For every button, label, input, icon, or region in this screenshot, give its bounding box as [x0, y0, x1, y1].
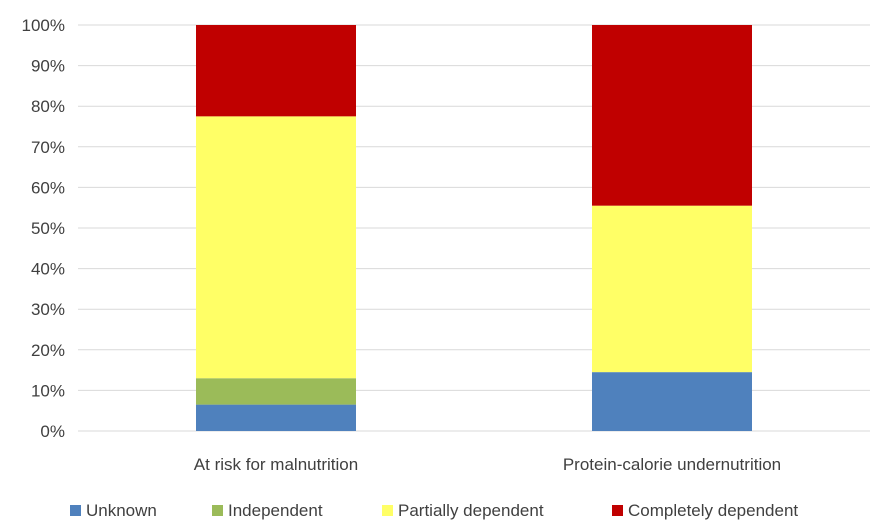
bar-segment-completely-dependent	[592, 25, 752, 206]
x-axis-categories: At risk for malnutrition Protein-calorie …	[194, 455, 781, 474]
y-tick-label: 100%	[22, 16, 65, 35]
legend-item: Independent	[212, 501, 323, 520]
legend-item: Completely dependent	[612, 501, 798, 520]
y-tick-label: 80%	[31, 97, 65, 116]
bar-segment-unknown	[196, 404, 356, 431]
legend-swatch	[70, 505, 81, 516]
bar-segment-independent	[196, 378, 356, 405]
y-tick-label: 0%	[40, 422, 65, 441]
bar-segment-partially-dependent	[592, 205, 752, 373]
y-tick-label: 30%	[31, 300, 65, 319]
legend-swatch	[382, 505, 393, 516]
legend-swatch	[612, 505, 623, 516]
y-axis-ticks: 0% 10% 20% 30% 40% 50% 60% 70% 80% 90% 100%	[22, 16, 65, 441]
y-tick-label: 20%	[31, 341, 65, 360]
legend-item: Partially dependent	[382, 501, 544, 520]
legend-label: Completely dependent	[628, 501, 798, 520]
y-tick-label: 70%	[31, 138, 65, 157]
bar-segment-completely-dependent	[196, 25, 356, 117]
y-tick-label: 40%	[31, 260, 65, 279]
legend: Unknown Independent Partially dependent Com…	[70, 501, 798, 520]
legend-swatch	[212, 505, 223, 516]
legend-label: Independent	[228, 501, 323, 520]
x-category-label: Protein-calorie undernutrition	[563, 455, 781, 474]
y-tick-label: 60%	[31, 178, 65, 197]
y-tick-label: 50%	[31, 219, 65, 238]
bar-segment-unknown	[592, 372, 752, 431]
legend-item: Unknown	[70, 501, 157, 520]
bar-segment-partially-dependent	[196, 116, 356, 379]
bars	[196, 25, 752, 431]
legend-label: Partially dependent	[398, 501, 544, 520]
y-tick-label: 10%	[31, 381, 65, 400]
x-category-label: At risk for malnutrition	[194, 455, 358, 474]
y-tick-label: 90%	[31, 57, 65, 76]
legend-label: Unknown	[86, 501, 157, 520]
